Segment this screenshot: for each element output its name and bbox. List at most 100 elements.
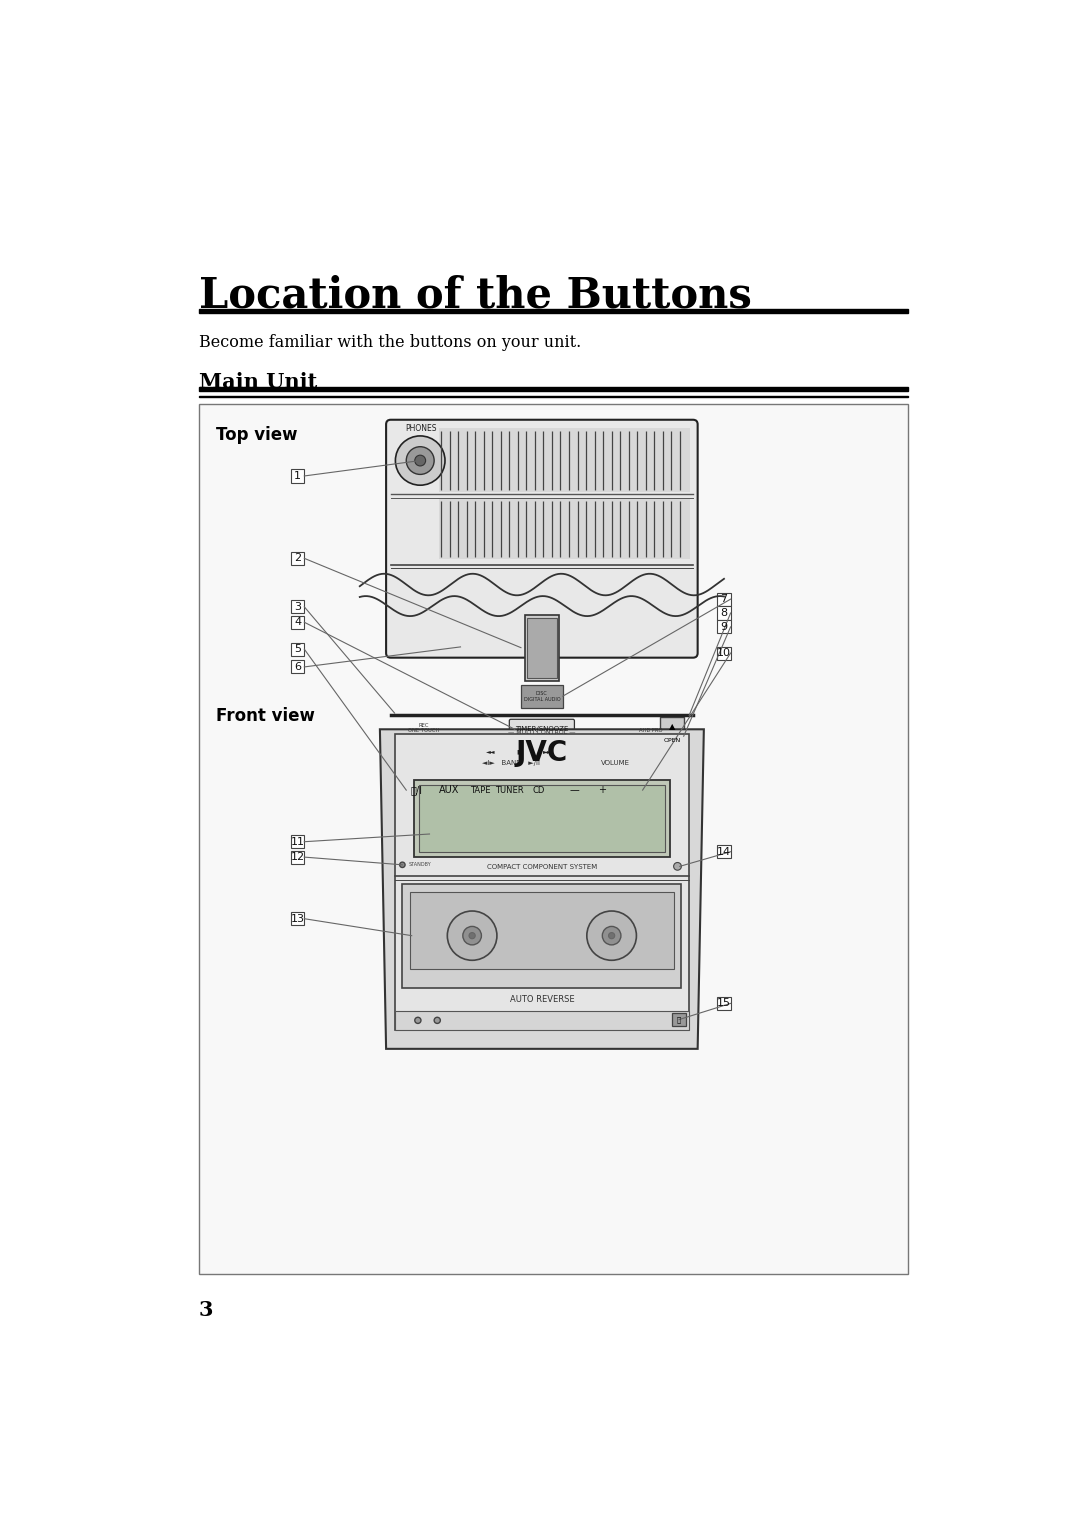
Bar	[410, 892, 674, 969]
Bar	[717, 996, 730, 1010]
Text: 7: 7	[720, 594, 728, 604]
Circle shape	[463, 926, 482, 944]
Bar	[527, 619, 556, 678]
Text: 3: 3	[199, 1300, 213, 1320]
Circle shape	[469, 932, 475, 938]
Bar	[438, 428, 690, 492]
Text: 2: 2	[294, 553, 301, 564]
Text: JVC: JVC	[516, 740, 568, 767]
Text: ⏻/I: ⏻/I	[410, 785, 422, 795]
Text: —: —	[569, 785, 579, 795]
Bar	[199, 396, 908, 397]
Text: OPEN: OPEN	[663, 738, 680, 743]
Bar	[292, 552, 305, 565]
Bar	[292, 851, 305, 863]
Bar	[672, 1013, 686, 1025]
Text: 1: 1	[294, 471, 301, 481]
Text: STANDBY: STANDBY	[408, 862, 431, 868]
Text: 15: 15	[717, 998, 731, 1008]
Bar	[199, 405, 908, 1274]
Polygon shape	[380, 729, 704, 1048]
Circle shape	[674, 862, 681, 871]
Circle shape	[415, 455, 426, 466]
Circle shape	[433, 775, 464, 805]
FancyBboxPatch shape	[510, 720, 575, 740]
Bar	[537, 746, 559, 756]
Bar	[292, 643, 305, 656]
Bar	[661, 717, 684, 755]
Text: AUX: AUX	[438, 785, 459, 795]
Bar	[717, 845, 730, 859]
Text: +: +	[598, 785, 606, 795]
Bar	[394, 1012, 689, 1030]
Text: CD: CD	[532, 785, 545, 795]
Text: ◄◄: ◄◄	[486, 749, 496, 755]
Text: ◄I►   BAND   ►/II: ◄I► BAND ►/II	[482, 759, 540, 766]
Text: DISC
DIGITAL AUDIO: DISC DIGITAL AUDIO	[524, 691, 561, 701]
Text: 12: 12	[291, 853, 305, 862]
Circle shape	[586, 911, 636, 960]
Text: 14: 14	[717, 847, 731, 857]
FancyBboxPatch shape	[387, 420, 698, 657]
Text: TAPE: TAPE	[470, 785, 490, 795]
Bar	[292, 912, 305, 926]
Text: Top view: Top view	[216, 426, 297, 445]
Circle shape	[586, 775, 618, 805]
Circle shape	[406, 446, 434, 474]
Circle shape	[413, 736, 434, 758]
Text: ▲: ▲	[669, 721, 675, 730]
Circle shape	[608, 932, 615, 938]
Bar	[498, 778, 521, 804]
Bar	[199, 309, 908, 313]
Text: COMPACT COMPONENT SYSTEM: COMPACT COMPONENT SYSTEM	[487, 863, 597, 869]
Text: ■: ■	[516, 749, 523, 755]
Bar	[717, 646, 730, 660]
Bar	[292, 660, 305, 674]
Text: 6: 6	[294, 662, 301, 672]
Bar	[292, 469, 305, 483]
Circle shape	[642, 738, 660, 756]
Bar	[199, 388, 908, 391]
Text: ►►: ►►	[543, 749, 553, 755]
Bar	[403, 885, 681, 989]
Circle shape	[603, 926, 621, 944]
Bar	[527, 778, 551, 804]
Text: Become familiar with the buttons on your unit.: Become familiar with the buttons on your…	[199, 333, 581, 350]
Text: TIMER/SNOOZE: TIMER/SNOOZE	[515, 726, 568, 732]
Circle shape	[415, 1018, 421, 1024]
Text: AUTO REVERSE: AUTO REVERSE	[510, 995, 575, 1004]
Text: 9: 9	[720, 622, 728, 633]
Text: REC: REC	[418, 723, 429, 727]
Bar	[292, 836, 305, 848]
Text: 5: 5	[294, 645, 301, 654]
Text: — MULTI CONTROL —: — MULTI CONTROL —	[508, 730, 576, 735]
Text: AHB PRO: AHB PRO	[638, 729, 662, 733]
Bar	[521, 685, 563, 707]
Bar	[717, 593, 730, 605]
Text: Location of the Buttons: Location of the Buttons	[199, 274, 752, 316]
Text: Main Unit: Main Unit	[199, 371, 316, 393]
Bar	[438, 500, 690, 559]
Text: 8: 8	[720, 608, 728, 617]
Bar	[419, 785, 665, 853]
Text: 🔒: 🔒	[677, 1016, 681, 1022]
Text: 13: 13	[291, 914, 305, 924]
Text: VOLUME: VOLUME	[600, 759, 630, 766]
Circle shape	[400, 862, 405, 868]
Text: PHONES: PHONES	[405, 423, 436, 432]
Bar	[480, 746, 501, 756]
Text: 11: 11	[291, 837, 305, 847]
Circle shape	[395, 435, 445, 486]
Text: 10: 10	[717, 648, 731, 659]
Bar	[717, 620, 730, 634]
Circle shape	[447, 911, 497, 960]
Circle shape	[434, 1018, 441, 1024]
Bar	[292, 601, 305, 613]
Bar	[394, 733, 689, 1030]
Circle shape	[401, 775, 432, 805]
Bar	[414, 781, 670, 857]
Text: Front view: Front view	[216, 707, 314, 724]
Bar	[469, 778, 491, 804]
Text: ONE TOUCH: ONE TOUCH	[407, 729, 438, 733]
Bar	[525, 616, 559, 681]
